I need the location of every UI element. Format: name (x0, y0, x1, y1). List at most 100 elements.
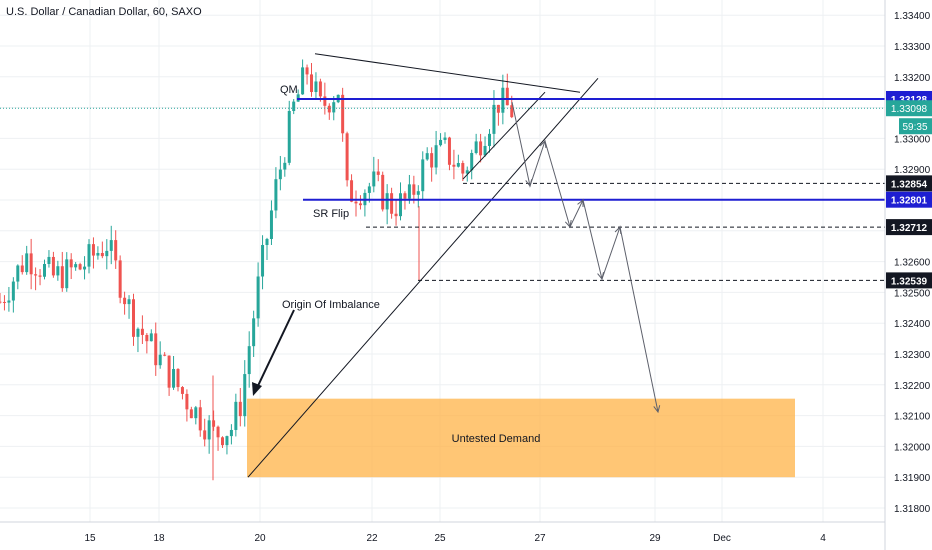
candle-body (265, 238, 269, 246)
candle-body (180, 387, 184, 394)
candle-body (247, 346, 251, 375)
candle-body (296, 94, 300, 102)
projected-path (511, 101, 659, 413)
candle-body (492, 104, 496, 134)
candle-body (327, 105, 331, 113)
x-tick-label: 4 (820, 533, 826, 544)
price-tag-label-target-3: 1.32539 (891, 276, 928, 287)
trendline-wedge (462, 91, 546, 180)
trendline-support (247, 78, 599, 478)
candle-body (51, 256, 55, 276)
countdown-tag (899, 118, 932, 135)
trendline-top (314, 53, 581, 93)
candle-body (278, 169, 282, 180)
y-tick-label: 1.33300 (894, 42, 931, 53)
candle-body (430, 153, 434, 168)
candle-body (163, 354, 167, 356)
candle-body (332, 102, 336, 113)
candle-body (261, 245, 265, 277)
candle-body (140, 328, 144, 335)
y-tick-label: 1.32100 (894, 412, 931, 423)
price-tag-label-target-1: 1.32854 (891, 179, 928, 190)
candle-body (394, 213, 398, 217)
candle-body (154, 333, 158, 366)
candle-body (29, 253, 33, 275)
candle-body (243, 374, 247, 417)
origin-arrow-head (252, 382, 262, 396)
candle-body (158, 354, 162, 366)
candle-body (11, 281, 15, 301)
overlays: QM SR Flip Origin Of Imbalance (0, 53, 885, 478)
candle-body (283, 162, 287, 170)
candle-body (176, 368, 180, 388)
price-tag-sr-flip (886, 191, 932, 208)
candle-body (345, 133, 349, 181)
projected-path-arrow (525, 179, 533, 188)
candle-body (136, 328, 140, 337)
candle-body (305, 67, 309, 75)
candle-body (20, 265, 24, 273)
current-price-tag (886, 100, 932, 117)
y-tick-label: 1.32600 (894, 258, 931, 269)
candle-body (87, 244, 91, 267)
candle-body (216, 426, 220, 438)
x-tick-label: 15 (84, 533, 96, 544)
candle-body (60, 266, 64, 289)
candle-body (376, 171, 380, 175)
candle-body (25, 253, 29, 273)
candle-body (69, 259, 73, 268)
y-axis: 1.334001.333001.332001.331001.330001.329… (884, 0, 932, 550)
y-tick-label: 1.32900 (894, 165, 931, 176)
candle-body (109, 240, 113, 251)
candle-body (403, 193, 407, 199)
candle-body (399, 193, 402, 217)
y-tick-label: 1.32000 (894, 442, 931, 453)
candle-body (167, 355, 171, 388)
candle-body (256, 276, 260, 319)
candle-body (198, 407, 202, 431)
projected-path-arrow (577, 198, 584, 208)
demand-zone-label: Untested Demand (452, 433, 541, 445)
y-tick-label: 1.33000 (894, 134, 931, 145)
candle-body (127, 299, 131, 305)
candle-body (269, 210, 273, 239)
price-tag-label-sr-flip: 1.32801 (891, 196, 928, 207)
candle-body (56, 266, 60, 276)
candle-body (65, 259, 69, 289)
candle-body (461, 163, 465, 174)
candle-body (172, 368, 176, 388)
candle-body (185, 393, 189, 410)
candle-body (501, 87, 505, 113)
annotation-origin: Origin Of Imbalance (282, 299, 380, 311)
candle-body (274, 179, 278, 211)
candle-body (47, 256, 51, 264)
x-tick-label: 20 (254, 533, 266, 544)
candle-body (292, 101, 296, 112)
candle-body (149, 333, 153, 342)
x-tick-label: 25 (434, 533, 446, 544)
candle-body (434, 145, 438, 168)
candle-body (505, 87, 509, 106)
current-price-label: 1.33098 (891, 104, 928, 115)
y-tick-label: 1.32200 (894, 381, 931, 392)
candle-body (145, 334, 149, 342)
candle-body (189, 409, 193, 419)
candle-body (456, 163, 460, 167)
candle-body (385, 193, 389, 210)
y-tick-label: 1.32400 (894, 319, 931, 330)
candle-body (34, 274, 38, 276)
candle-body (381, 174, 385, 210)
annotation-qm: QM (280, 84, 298, 96)
projected-path-arrow (597, 272, 604, 281)
origin-arrow-shaft (255, 309, 295, 391)
candle-body (91, 244, 95, 256)
candle-body (38, 275, 42, 277)
candle-body (78, 264, 82, 270)
candle-body (301, 67, 305, 95)
candle-body (83, 266, 87, 270)
candle-body (416, 191, 420, 195)
candle-body (341, 94, 345, 134)
candle-body (7, 300, 11, 303)
candle-body (238, 401, 242, 417)
